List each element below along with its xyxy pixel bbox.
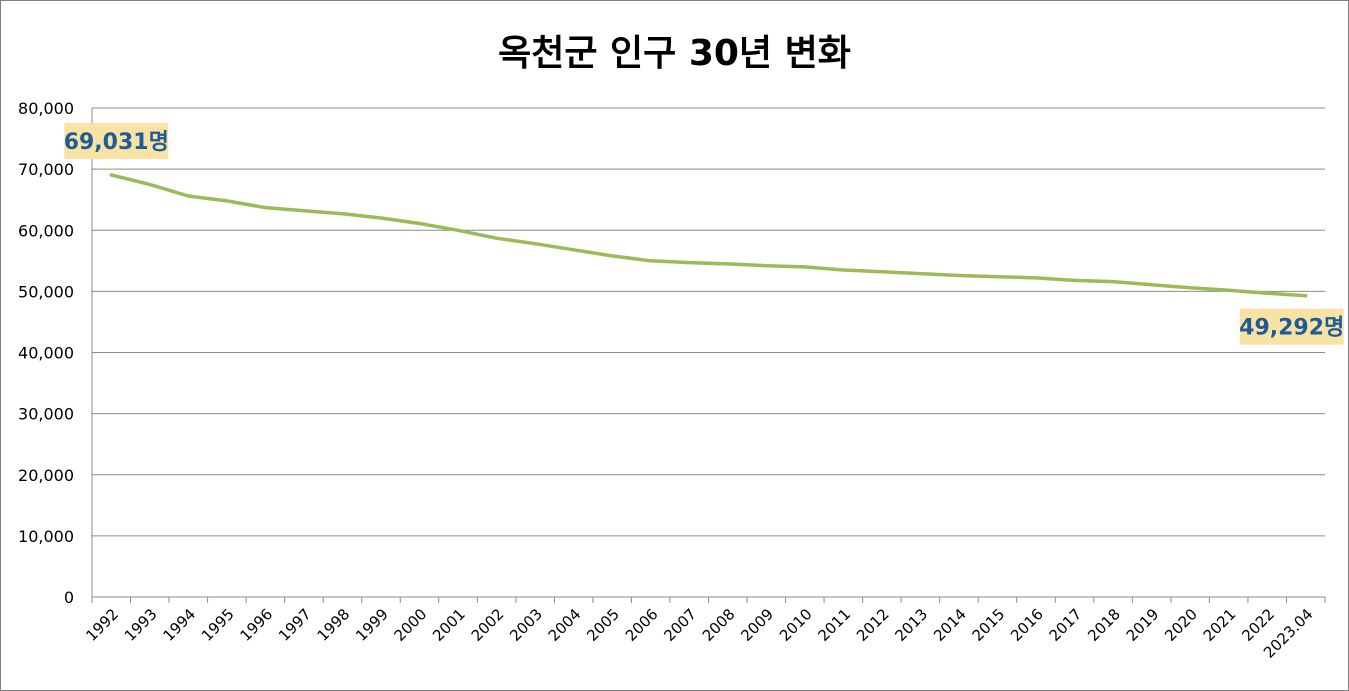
x-tick-label: 2011 (814, 605, 854, 645)
data-label: 49,292명 (1239, 316, 1344, 341)
y-tick-label: 0 (64, 588, 74, 607)
x-tick-label: 2014 (930, 605, 970, 645)
x-tick-label: 2007 (660, 605, 700, 645)
y-tick-label: 70,000 (18, 160, 74, 179)
x-tick-label: 2008 (699, 605, 739, 645)
x-tick-label: 2002 (468, 605, 508, 645)
data-label-background (1239, 308, 1344, 345)
y-tick-label: 60,000 (18, 221, 74, 240)
series-line (109, 173, 1308, 298)
y-tick-label: 30,000 (18, 405, 74, 424)
x-tick-label: 2010 (776, 605, 816, 645)
x-tick-label: 2017 (1046, 605, 1086, 645)
x-tick-label: 1997 (275, 605, 315, 645)
x-tick-label: 2015 (969, 605, 1009, 645)
x-tick-label: 2005 (583, 605, 623, 645)
data-label-background (64, 123, 169, 160)
x-tick-label: 2009 (737, 605, 777, 645)
x-tick-label: 1998 (314, 605, 354, 645)
x-tick-label: 2021 (1200, 605, 1240, 645)
x-tick-label: 2019 (1123, 605, 1163, 645)
x-tick-label: 2003 (506, 605, 546, 645)
x-tick-label: 1992 (82, 605, 122, 645)
x-tick-label: 2013 (892, 605, 932, 645)
x-tick-label: 1996 (236, 605, 276, 645)
y-tick-label: 20,000 (18, 466, 74, 485)
x-tick-label: 2000 (391, 605, 431, 645)
x-tick-label: 2004 (545, 605, 585, 645)
x-tick-label: 1999 (352, 605, 392, 645)
x-tick-label: 2001 (429, 605, 469, 645)
data-label: 69,031명 (64, 130, 169, 155)
x-tick-label: 1993 (121, 605, 161, 645)
x-tick-label: 1995 (198, 605, 238, 645)
x-tick-label: 2020 (1161, 605, 1201, 645)
y-tick-label: 50,000 (18, 282, 74, 301)
x-tick-label: 1994 (159, 605, 199, 645)
y-tick-label: 10,000 (18, 527, 74, 546)
chart-title: 옥천군 인구 30년 변화 (498, 33, 851, 74)
x-tick-label: 2016 (1007, 605, 1047, 645)
y-tick-label: 40,000 (18, 344, 74, 363)
y-tick-label: 80,000 (18, 99, 74, 118)
x-tick-label: 2012 (853, 605, 893, 645)
x-tick-label: 2006 (622, 605, 662, 645)
x-tick-label: 2018 (1084, 605, 1124, 645)
